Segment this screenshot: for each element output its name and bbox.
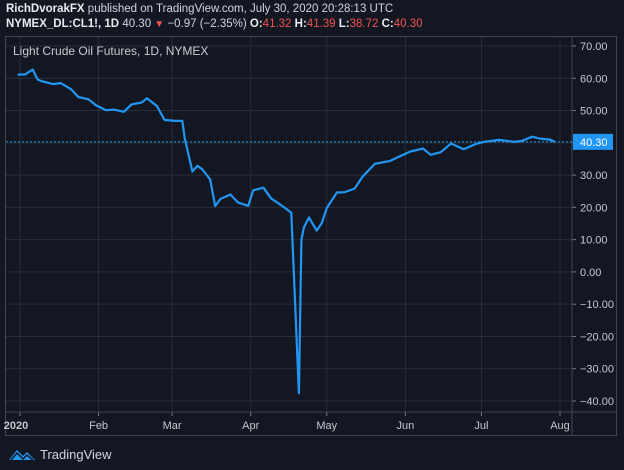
y-tick-label: 10.00 <box>580 235 608 247</box>
tradingview-logo-icon <box>9 450 35 461</box>
time-scale[interactable]: 2020 Feb Mar Apr May Jun Jul Aug <box>4 411 617 432</box>
publish-line: RichDvorakFX published on TradingView.co… <box>6 2 423 17</box>
y-tick-label: 30.00 <box>580 170 608 182</box>
y-tick-label: −30.00 <box>580 364 614 376</box>
ohlc-line: NYMEX_DL:CL1!, 1D 40.30 ▼ −0.97 (−2.35%)… <box>6 17 423 32</box>
tradingview-brand[interactable]: TradingView <box>40 446 112 462</box>
y-tick-label: 70.00 <box>580 41 608 53</box>
x-tick-label: Jun <box>396 420 414 432</box>
y-tick-label: −40.00 <box>580 396 614 408</box>
last-price-tag-label: 40.30 <box>580 137 608 149</box>
published-text: published on TradingView.com, July 30, 2… <box>84 3 394 15</box>
price-scale[interactable]: 70.0060.0050.0040.0030.0020.0010.000.00−… <box>571 37 614 436</box>
y-tick-label: −20.00 <box>580 331 614 343</box>
x-tick-label: Mar <box>163 420 182 432</box>
y-tick-label: 50.00 <box>580 106 608 118</box>
chart-frame <box>5 36 617 436</box>
price-line <box>17 68 556 395</box>
high-value: 41.39 <box>306 18 336 30</box>
x-tick-label: Aug <box>550 420 570 432</box>
high-label: H: <box>294 18 307 30</box>
x-tick-label: Feb <box>89 420 108 432</box>
y-tick-label: 60.00 <box>580 73 608 85</box>
price-chart[interactable]: 70.0060.0050.0040.0030.0020.0010.000.00−… <box>0 0 624 440</box>
price-change: −0.97 (−2.35%) <box>167 18 247 30</box>
x-tick-label: May <box>316 420 337 432</box>
close-label: C: <box>381 18 394 30</box>
grid-lines <box>6 37 572 412</box>
close-value: 40.30 <box>393 18 423 30</box>
last-price: 40.30 <box>122 18 152 30</box>
low-label: L: <box>338 18 350 30</box>
y-tick-label: 20.00 <box>580 202 608 214</box>
open-value: 41.32 <box>262 18 292 30</box>
open-label: O: <box>249 18 263 30</box>
chart-title: Light Crude Oil Futures, 1D, NYMEX <box>13 44 208 58</box>
symbol-label: NYMEX_DL:CL1!, 1D <box>6 18 120 30</box>
x-tick-label: 2020 <box>4 420 28 432</box>
down-triangle-icon: ▼ <box>154 19 165 30</box>
last-price-tag: 40.30 <box>573 133 613 150</box>
chart-header: RichDvorakFX published on TradingView.co… <box>6 2 423 32</box>
y-tick-label: −10.00 <box>580 299 614 311</box>
x-tick-label: Apr <box>242 420 259 432</box>
x-tick-label: Jul <box>474 420 488 432</box>
y-tick-label: 0.00 <box>580 267 601 279</box>
footer: TradingView <box>8 446 112 462</box>
author-name[interactable]: RichDvorakFX <box>6 3 85 15</box>
low-value: 38.72 <box>349 18 379 30</box>
